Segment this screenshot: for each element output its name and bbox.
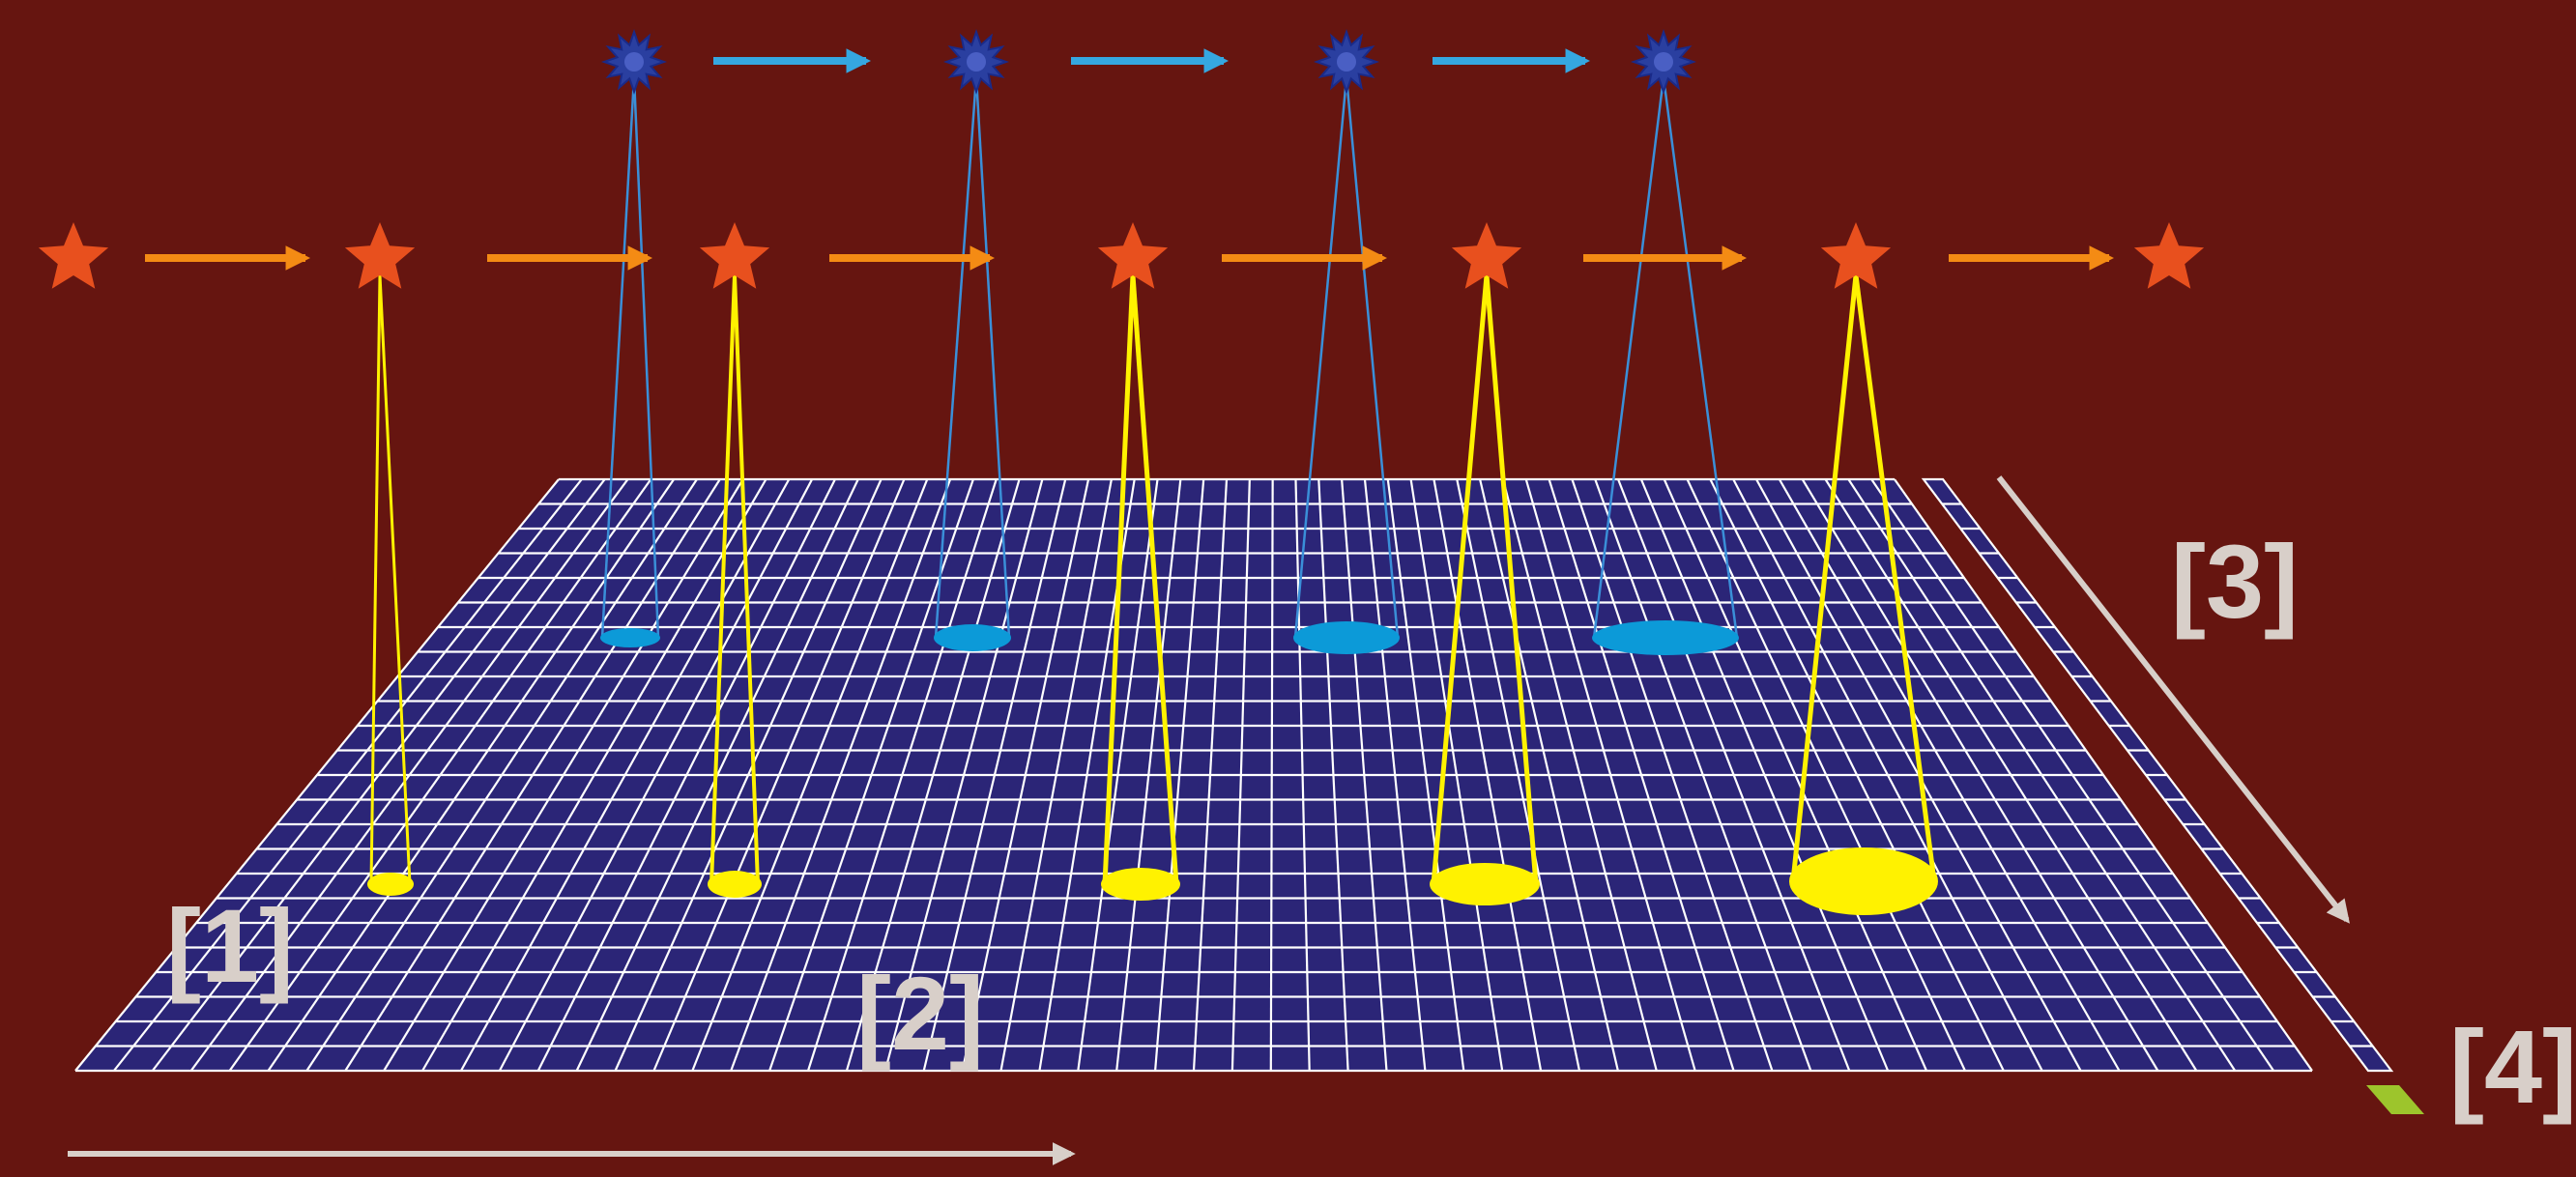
- yellow-beam: [733, 274, 760, 885]
- yellow-beam: [378, 274, 412, 885]
- yellow-beam: [1790, 274, 1859, 882]
- grid-plane: [74, 477, 2313, 1073]
- red-star-icon: [2133, 222, 2205, 289]
- blue-beam: [974, 76, 1011, 639]
- yellow-beam: [1130, 274, 1179, 885]
- red-star-icon: [344, 222, 416, 289]
- blue-beam: [934, 76, 978, 639]
- blue-beam: [1293, 76, 1348, 639]
- yellow-beam: [709, 274, 737, 885]
- yellow-beam: [1484, 274, 1539, 885]
- yellow-beam: [369, 274, 382, 885]
- side-strip: [1921, 477, 2394, 1073]
- blue-beam: [1662, 76, 1739, 639]
- blue-burst-core: [967, 52, 986, 72]
- small-tile: [2366, 1085, 2424, 1114]
- blue-beam: [632, 76, 660, 639]
- red-star-icon: [1820, 222, 1892, 289]
- label-3: [3]: [2171, 523, 2299, 640]
- blue-spot: [1592, 620, 1739, 655]
- red-star-icon: [699, 222, 770, 289]
- red-stars: [38, 222, 2205, 289]
- yellow-beams: [367, 274, 1938, 915]
- yellow-spot: [1430, 863, 1540, 905]
- blue-spot: [934, 624, 1011, 651]
- blue-burst-core: [1337, 52, 1356, 72]
- blue-bursts: [600, 28, 1697, 96]
- label-4: [4]: [2449, 1008, 2576, 1125]
- blue-beam: [1592, 76, 1665, 639]
- blue-beam: [600, 76, 636, 639]
- label-1: [1]: [166, 887, 294, 1004]
- label-2: [2]: [856, 955, 984, 1072]
- yellow-spot: [708, 871, 762, 898]
- depth-axis-arrow: [1996, 475, 2350, 924]
- yellow-spot: [1789, 847, 1938, 915]
- yellow-beam: [1853, 274, 1937, 882]
- yellow-spot: [1101, 868, 1180, 901]
- yellow-beam: [1431, 274, 1490, 885]
- yellow-spot: [367, 873, 414, 896]
- red-star-icon: [1451, 222, 1522, 289]
- blue-spot: [600, 628, 660, 647]
- blue-spot: [1293, 621, 1400, 654]
- blue-burst-core: [1654, 52, 1673, 72]
- blue-beams: [600, 76, 1739, 655]
- blue-burst-core: [624, 52, 644, 72]
- red-star-icon: [38, 222, 109, 289]
- blue-beam: [1345, 76, 1400, 639]
- yellow-beam: [1102, 274, 1136, 885]
- red-star-icon: [1097, 222, 1169, 289]
